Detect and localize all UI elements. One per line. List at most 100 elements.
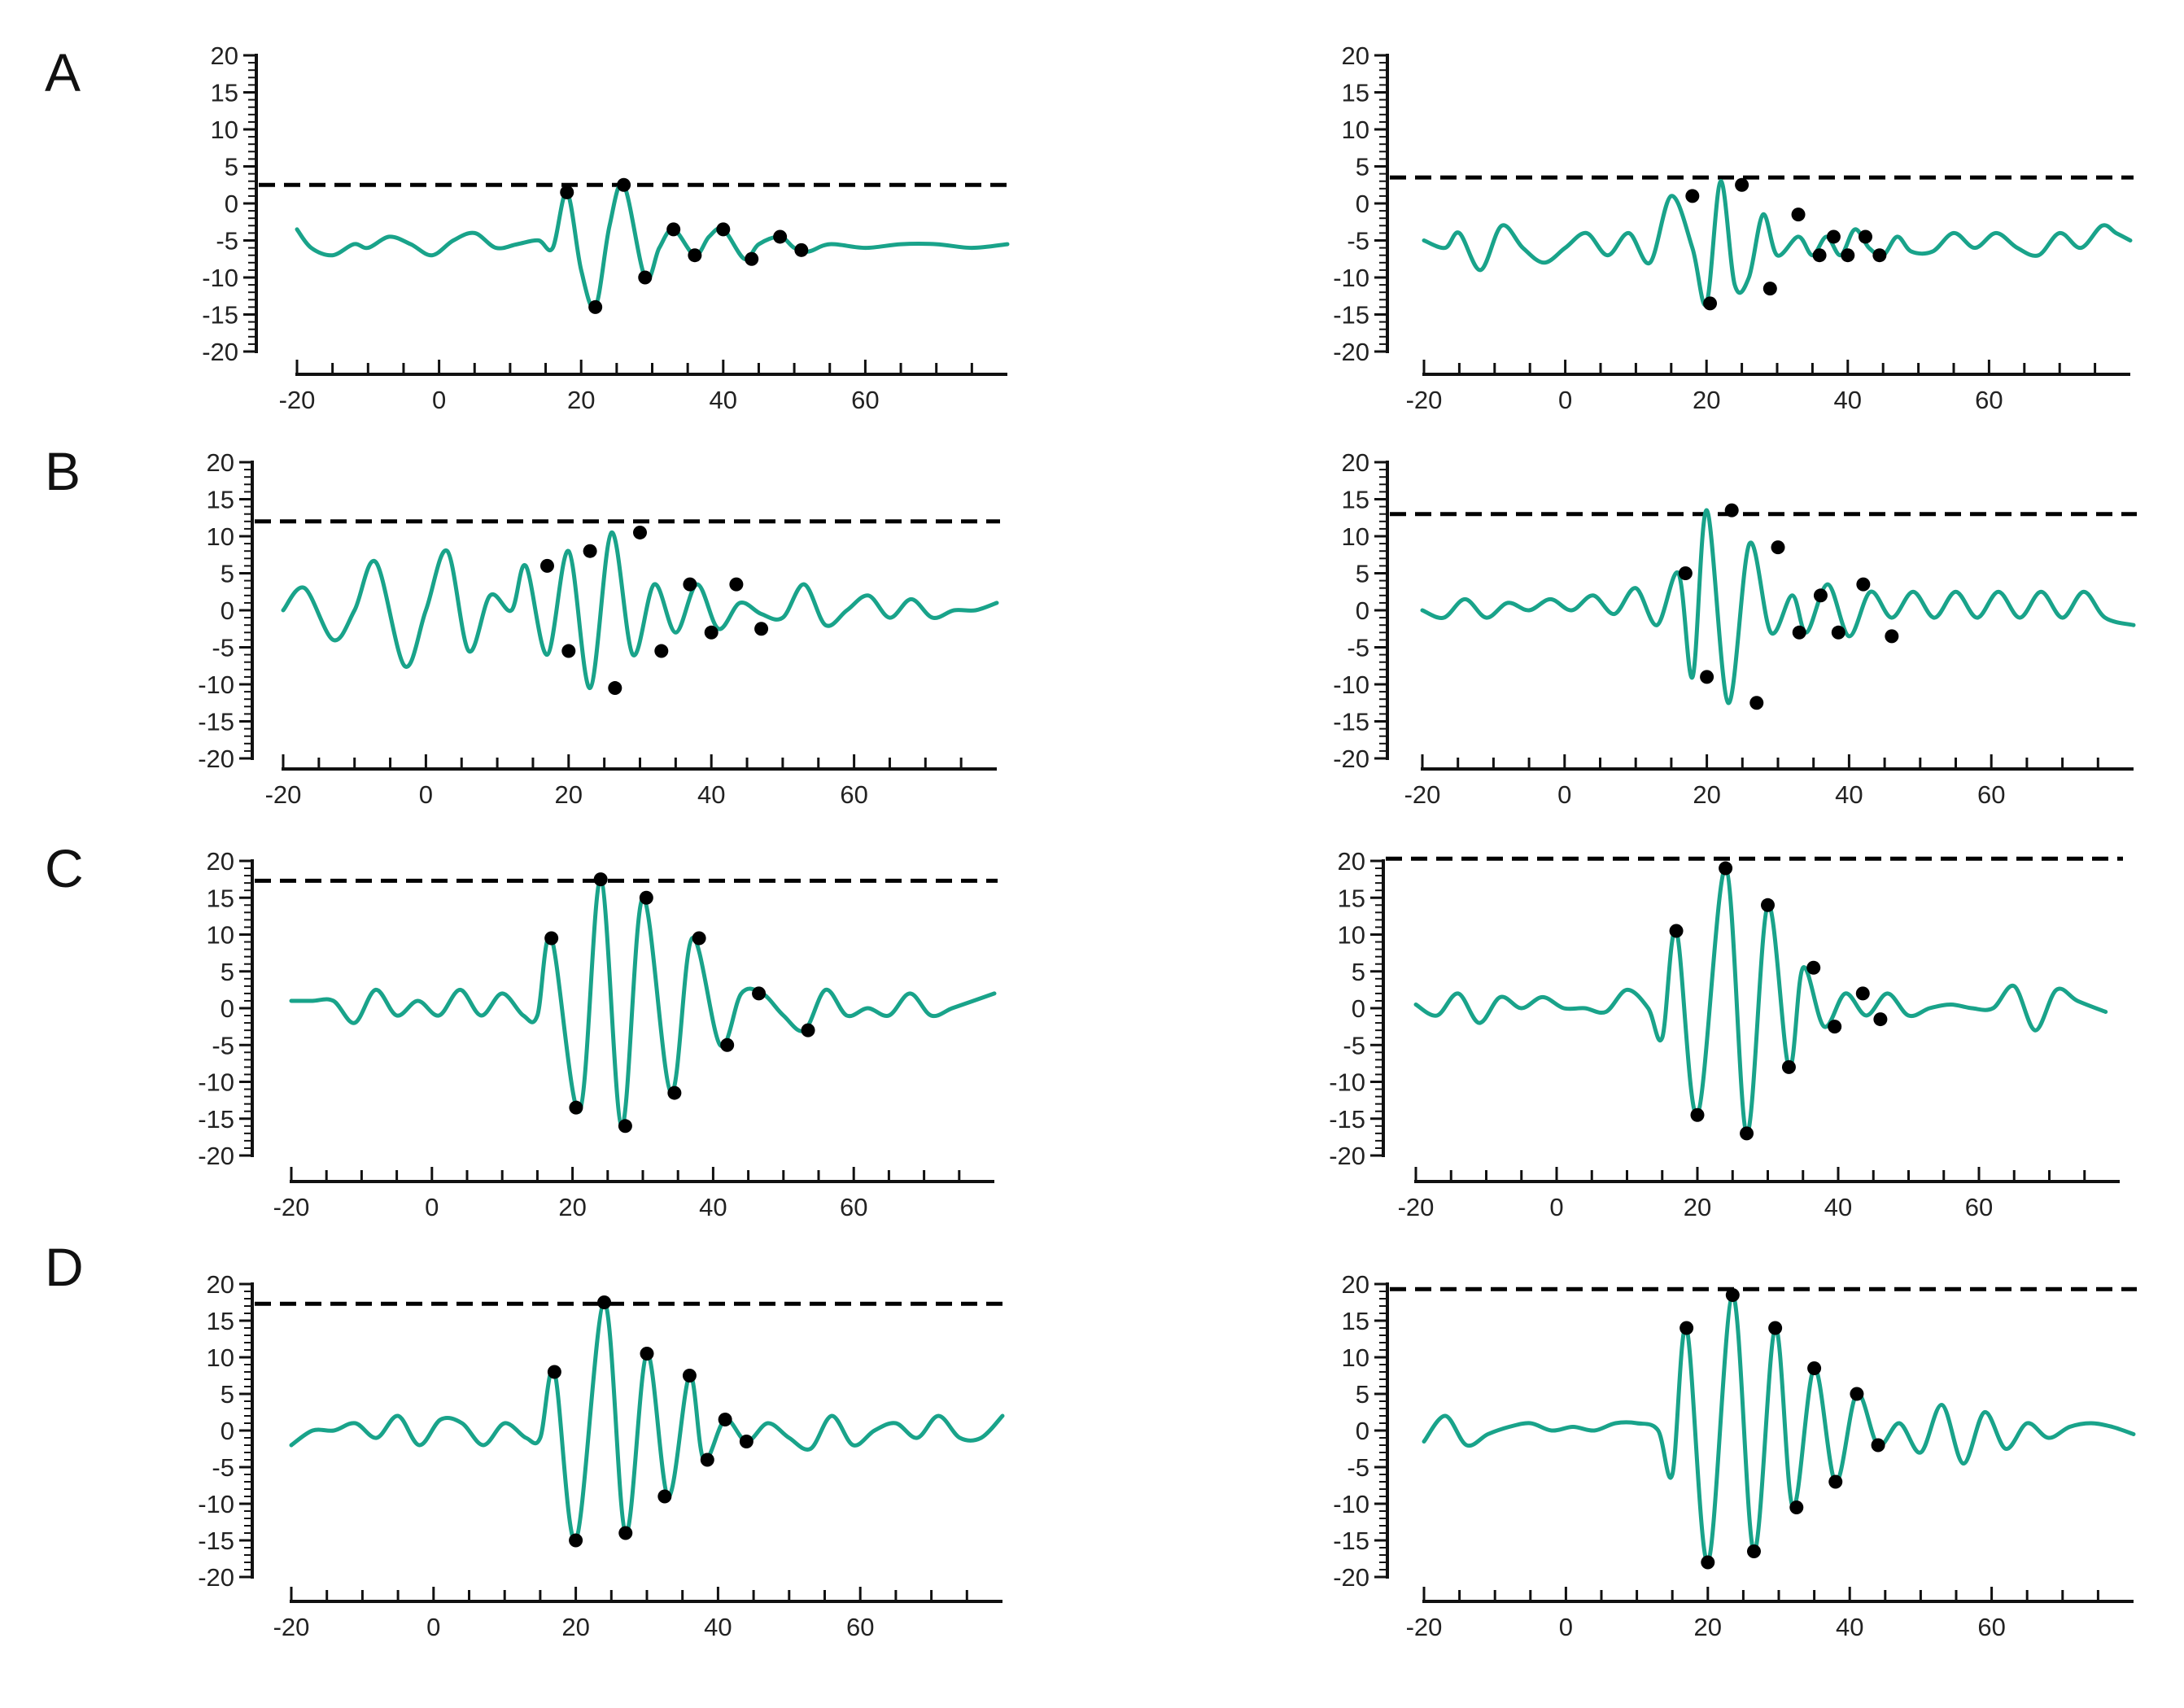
y-tick-label: 10 bbox=[1342, 522, 1369, 551]
peak-marker bbox=[700, 1452, 714, 1467]
peak-marker bbox=[1678, 566, 1693, 580]
x-tick-label: 60 bbox=[1965, 1193, 1993, 1221]
y-tick-label: 5 bbox=[1352, 958, 1365, 986]
peak-marker bbox=[639, 890, 653, 905]
y-tick-label: 10 bbox=[1342, 1343, 1369, 1372]
peak-marker bbox=[745, 251, 759, 266]
y-tick-label: -5 bbox=[212, 634, 234, 662]
y-tick-label: 10 bbox=[207, 522, 234, 551]
peak-marker bbox=[1872, 248, 1887, 263]
panel-b-right: 20 15 10 5 0 -5 -10 -15 -20 -20 0 20 40 60 bbox=[1333, 448, 2137, 809]
y-tick-label: -15 bbox=[1333, 708, 1369, 736]
peak-marker bbox=[1885, 629, 1899, 644]
y-tick-label: 20 bbox=[207, 847, 234, 876]
row-label-c: C bbox=[45, 838, 84, 898]
peak-marker bbox=[683, 577, 697, 592]
peak-marker bbox=[1762, 282, 1777, 296]
y-tick-label: 5 bbox=[221, 958, 234, 986]
x-tick-label: -20 bbox=[1404, 780, 1441, 809]
peak-marker bbox=[1771, 540, 1785, 555]
y-tick-label: -20 bbox=[1333, 338, 1369, 366]
peak-marker bbox=[539, 558, 554, 573]
y-tick-label: 5 bbox=[1356, 1380, 1369, 1409]
peak-marker bbox=[569, 1533, 583, 1548]
peak-marker bbox=[1859, 229, 1872, 244]
x-tick-label: 60 bbox=[846, 1613, 874, 1641]
y-tick-label: 15 bbox=[1342, 1307, 1369, 1335]
x-tick-label: 40 bbox=[699, 1193, 727, 1221]
y-tick-label: -20 bbox=[198, 1142, 234, 1170]
y-tick-label: -5 bbox=[1343, 1031, 1365, 1059]
signal-line bbox=[295, 181, 1010, 311]
peak-marker bbox=[608, 681, 622, 696]
peak-marker bbox=[588, 299, 603, 314]
row-label-a: A bbox=[45, 42, 81, 103]
x-tick-label: 60 bbox=[1977, 780, 2005, 809]
peak-marker bbox=[667, 1086, 682, 1100]
y-tick-label: -20 bbox=[1329, 1142, 1365, 1170]
x-tick-label: 20 bbox=[1684, 1193, 1711, 1221]
panel-c-left: 20 15 10 5 0 -5 -10 -15 -20 -20 0 20 40 60 bbox=[198, 847, 998, 1221]
panel-a-left: 20 15 10 5 0 -5 -10 -15 -20 -20 0 20 40 60 bbox=[202, 41, 1011, 414]
y-tick-label: -15 bbox=[202, 301, 238, 330]
x-tick-label: -20 bbox=[265, 780, 302, 809]
peak-marker bbox=[720, 1037, 735, 1052]
peak-marker bbox=[593, 872, 608, 887]
x-tick-label: 20 bbox=[1693, 386, 1720, 414]
y-tick-label: -5 bbox=[216, 227, 238, 256]
peak-marker bbox=[1792, 625, 1806, 640]
y-tick-label: 5 bbox=[221, 560, 234, 588]
peak-marker bbox=[1813, 588, 1828, 603]
y-tick-label: -5 bbox=[1347, 1453, 1369, 1482]
x-tick-label: 40 bbox=[704, 1613, 732, 1641]
y-tick-label: 10 bbox=[1342, 116, 1369, 144]
y-tick-label: 0 bbox=[221, 1417, 234, 1445]
x-tick-label: 0 bbox=[419, 780, 433, 809]
x-tick-label: -20 bbox=[1398, 1193, 1435, 1221]
x-tick-label: 0 bbox=[1557, 780, 1571, 809]
x-tick-label: -20 bbox=[273, 1193, 310, 1221]
peak-marker bbox=[718, 1413, 732, 1426]
peak-marker bbox=[638, 270, 653, 285]
peak-marker bbox=[688, 248, 702, 263]
x-tick-label: 0 bbox=[1558, 386, 1572, 414]
y-tick-label: 20 bbox=[1342, 448, 1369, 477]
x-tick-label: 40 bbox=[1835, 780, 1863, 809]
peak-marker bbox=[544, 931, 559, 946]
x-tick-label: -20 bbox=[1406, 386, 1443, 414]
peak-marker bbox=[560, 185, 574, 199]
y-tick-label: -10 bbox=[198, 671, 234, 699]
y-tick-label: -10 bbox=[1333, 671, 1369, 699]
y-tick-label: 20 bbox=[1342, 1270, 1369, 1299]
peak-marker bbox=[657, 1489, 672, 1504]
y-tick-label: 20 bbox=[207, 1270, 234, 1299]
peak-marker bbox=[801, 1023, 815, 1037]
x-tick-label: -20 bbox=[1406, 1613, 1443, 1641]
y-tick-label: 0 bbox=[1356, 596, 1369, 625]
peak-marker bbox=[682, 1369, 697, 1383]
signal-line bbox=[289, 1300, 1005, 1543]
panel-b-left: 20 15 10 5 0 -5 -10 -15 -20 -20 0 20 40 60 bbox=[198, 448, 1000, 809]
y-tick-label: 5 bbox=[221, 1380, 234, 1409]
y-tick-label: -10 bbox=[1329, 1068, 1365, 1097]
y-tick-label: 0 bbox=[1352, 994, 1365, 1023]
y-tick-label: -20 bbox=[1333, 745, 1369, 773]
x-tick-label: 60 bbox=[840, 780, 867, 809]
peak-marker bbox=[1735, 177, 1749, 192]
peak-marker bbox=[1873, 1012, 1888, 1027]
x-tick-label: 40 bbox=[710, 386, 737, 414]
y-tick-label: -15 bbox=[1329, 1105, 1365, 1134]
y-tick-label: 5 bbox=[1356, 560, 1369, 588]
peak-marker bbox=[666, 222, 681, 237]
peak-marker bbox=[1826, 229, 1841, 244]
x-tick-label: 0 bbox=[425, 1193, 439, 1221]
peak-marker bbox=[583, 544, 597, 558]
y-tick-label: 5 bbox=[225, 153, 238, 181]
peak-marker bbox=[640, 1347, 654, 1361]
peak-marker bbox=[794, 242, 809, 257]
y-tick-label: -10 bbox=[1333, 1490, 1369, 1518]
peak-marker bbox=[547, 1365, 561, 1379]
y-tick-label: 15 bbox=[207, 486, 234, 514]
y-tick-label: 15 bbox=[211, 79, 238, 107]
